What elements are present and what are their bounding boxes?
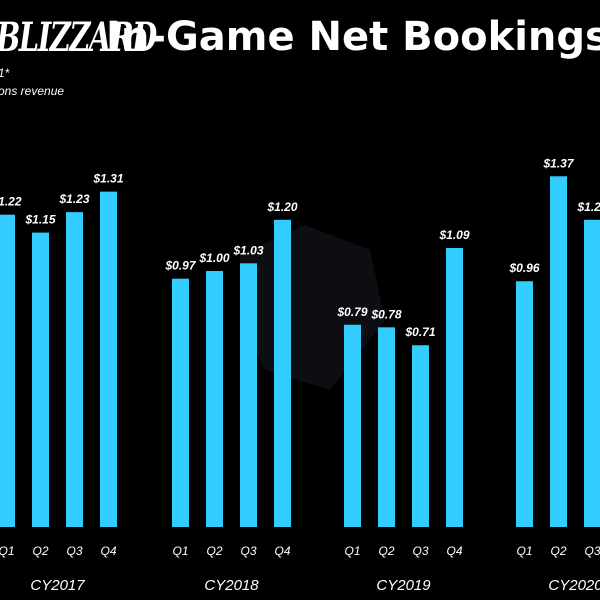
x-tick-label: Q3	[240, 544, 256, 558]
group-label: CY2020	[548, 577, 600, 594]
bar-cy2020-q3	[584, 219, 600, 528]
bar-cy2017-q4	[100, 191, 117, 527]
x-tick-label: Q1	[172, 544, 188, 558]
chart-header: BLIZZARD In-Game Net Bookings 1* ons rev…	[0, 0, 600, 110]
bar-cy2019-q4	[446, 247, 463, 527]
data-label: $1.37	[542, 156, 574, 170]
x-tick-label: Q4	[446, 544, 462, 558]
data-label: $0.96	[508, 261, 539, 275]
bar-cy2020-q1	[516, 281, 533, 527]
blizzard-logo: BLIZZARD	[0, 14, 157, 61]
data-label: $0.97	[164, 259, 196, 273]
bar-cy2017-q2	[32, 232, 49, 527]
x-tick-label: Q2	[32, 544, 48, 558]
x-tick-label: Q2	[550, 544, 566, 558]
data-label: $1.09	[438, 228, 469, 242]
chart-subtitle-line1: 1*	[0, 66, 10, 80]
x-tick-label: Q3	[412, 544, 428, 558]
data-label: $1.03	[232, 243, 263, 257]
data-label: $1.31	[92, 172, 123, 186]
bar-cy2019-q3	[412, 345, 429, 527]
bar-cy2019-q2	[378, 327, 395, 527]
chart-subtitle-line2: ons revenue	[0, 84, 65, 98]
bar-cy2018-q3	[240, 263, 257, 527]
bar-cy2017-q1	[0, 214, 15, 527]
bar-cy2020-q2	[550, 176, 567, 527]
data-label: $1.20	[266, 200, 297, 214]
x-tick-label: Q1	[344, 544, 360, 558]
group-label: CY2017	[30, 577, 85, 594]
bar-cy2017-q3	[66, 212, 83, 527]
x-tick-label: Q2	[206, 544, 222, 558]
bar-cy2018-q4	[274, 219, 291, 528]
x-tick-label: Q4	[274, 544, 290, 558]
x-tick-label: Q3	[584, 544, 600, 558]
data-label: $0.71	[404, 325, 435, 339]
bar-cy2019-q1	[344, 324, 361, 527]
x-tick-label: Q1	[0, 544, 15, 558]
x-tick-label: Q2	[378, 544, 394, 558]
data-label: $0.78	[370, 307, 401, 321]
bar-cy2018-q1	[172, 278, 189, 527]
group-label: CY2019	[376, 577, 431, 594]
chart-title: In-Game Net Bookings	[106, 14, 600, 60]
bar-cy2018-q2	[206, 271, 223, 527]
data-label: $1.20	[576, 200, 600, 214]
x-tick-label: Q4	[100, 544, 116, 558]
data-label: $1.15	[24, 213, 55, 227]
x-tick-label: Q3	[66, 544, 82, 558]
x-tick-label: Q1	[516, 544, 532, 558]
data-label: $0.79	[336, 305, 367, 319]
data-label: $1.22	[0, 195, 22, 209]
data-label: $1.00	[198, 251, 229, 265]
group-label: CY2018	[204, 577, 259, 594]
data-label: $1.23	[58, 192, 89, 206]
